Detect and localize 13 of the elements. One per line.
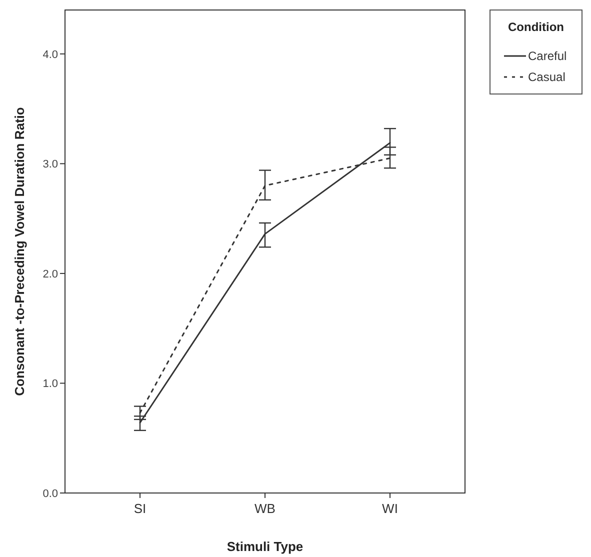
- legend-label: Careful: [528, 49, 567, 64]
- x-tick-label: WI: [382, 501, 398, 516]
- x-tick-label: SI: [134, 501, 146, 516]
- y-tick-label: 0.0: [42, 488, 58, 500]
- y-tick-label: 3.0: [42, 158, 58, 171]
- x-axis-title: Stimuli Type: [226, 539, 304, 554]
- legend-title: Condition: [508, 20, 564, 34]
- y-axis-title: Consonant -to-Preceding Vowel Duration Ratio: [12, 107, 27, 396]
- legend-label: Casual: [528, 70, 566, 84]
- y-tick-label: 1.0: [42, 378, 58, 390]
- y-tick-label: 4.0: [42, 48, 58, 61]
- x-tick-label: WB: [254, 501, 276, 516]
- y-tick-label: 2.0: [42, 268, 58, 280]
